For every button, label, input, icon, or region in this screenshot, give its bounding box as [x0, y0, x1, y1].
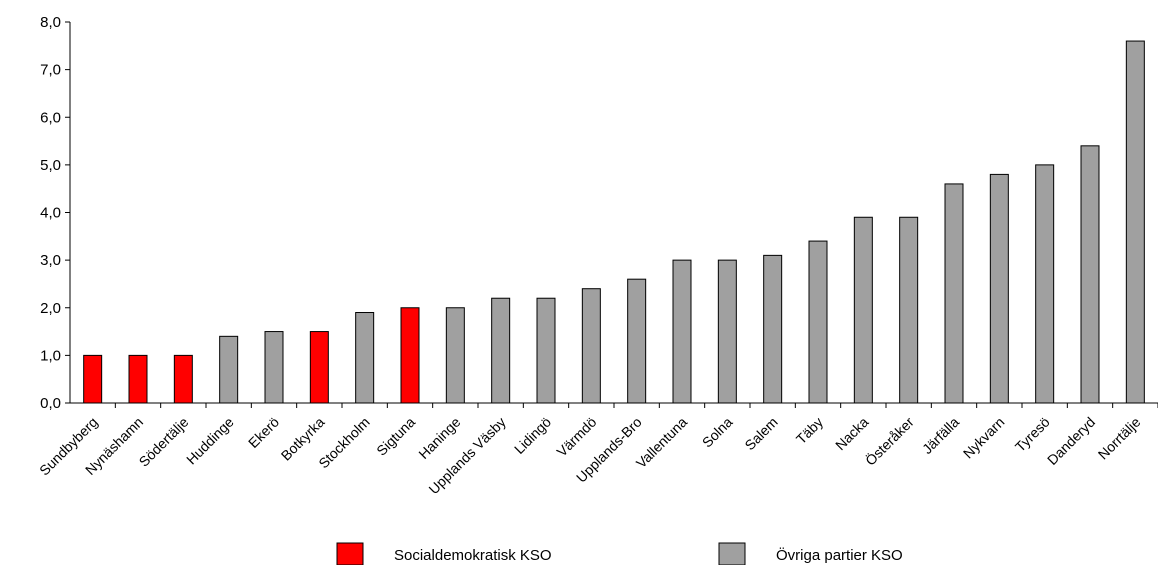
x-tick-label: Österåker — [861, 413, 917, 469]
legend: Socialdemokratisk KSO Övriga partier KSO — [336, 542, 903, 565]
y-tick-label: 0,0 — [40, 395, 61, 412]
bar-botkyrka — [309, 331, 329, 404]
bar-nykvarn — [989, 173, 1009, 404]
bar-upplands-väsby — [491, 297, 511, 404]
x-tick-label: Ekerö — [245, 414, 282, 451]
x-tick-label: Upplands Väsby — [425, 414, 508, 497]
bar-haninge — [445, 307, 465, 404]
bar-täby — [808, 240, 828, 404]
legend-label-sd: Socialdemokratisk KSO — [394, 547, 552, 564]
x-tick-label: Värmdö — [553, 414, 599, 460]
x-tick-label: Norrtälje — [1095, 414, 1144, 463]
legend-swatch-ov — [718, 542, 746, 565]
y-tick-label: 3,0 — [40, 252, 61, 269]
bar-tyresö — [1035, 164, 1055, 404]
y-tick-label: 7,0 — [40, 62, 61, 79]
x-tick-label: Huddinge — [183, 414, 237, 468]
y-tick-label: 1,0 — [40, 347, 61, 364]
bar-lidingö — [536, 297, 556, 404]
x-tick-label: Nacka — [832, 414, 872, 454]
bar-huddinge — [219, 335, 239, 404]
x-tick-label: Sigtuna — [373, 414, 418, 459]
bar-södertälje — [173, 354, 193, 404]
bar-upplands-bro — [627, 278, 647, 404]
bar-sundbyberg — [83, 354, 103, 404]
x-tick-label: Salem — [741, 414, 780, 453]
y-tick-label: 8,0 — [40, 14, 61, 31]
bar-vallentuna — [672, 259, 692, 404]
x-tick-label: Södertälje — [136, 414, 192, 470]
bar-nynäshamn — [128, 354, 148, 404]
bar-stockholm — [355, 312, 375, 404]
bar-salem — [763, 254, 783, 404]
bar-ekerö — [264, 331, 284, 404]
y-ticks-group: 0,0 1,0 2,0 3,0 4,0 5,0 6,0 7,0 8,0 — [40, 14, 70, 412]
bar-norrtälje — [1125, 40, 1145, 404]
x-tick-label: Järfälla — [919, 414, 962, 457]
bar-solna — [717, 259, 737, 404]
bar-nacka — [853, 216, 873, 404]
y-tick-label: 4,0 — [40, 205, 61, 222]
y-tick-label: 5,0 — [40, 157, 61, 174]
legend-swatch-sd — [336, 542, 364, 565]
legend-label-ov: Övriga partier KSO — [776, 546, 903, 564]
bar-österåker — [899, 216, 919, 404]
x-tick-label: Nykvarn — [960, 414, 1008, 462]
bar-danderyd — [1080, 145, 1100, 404]
x-tick-label: Solna — [699, 414, 736, 451]
y-tick-label: 6,0 — [40, 109, 61, 126]
x-tick-label: Tyresö — [1012, 414, 1053, 455]
y-tick-label: 2,0 — [40, 300, 61, 317]
bar-järfälla — [944, 183, 964, 404]
x-tick-label: Täby — [793, 414, 826, 447]
x-tick-label: Lidingö — [511, 414, 554, 457]
bar-sigtuna — [400, 307, 420, 404]
bar-värmdö — [581, 288, 601, 404]
bars-group — [83, 40, 1145, 404]
x-tick-label: Danderyd — [1044, 414, 1098, 468]
